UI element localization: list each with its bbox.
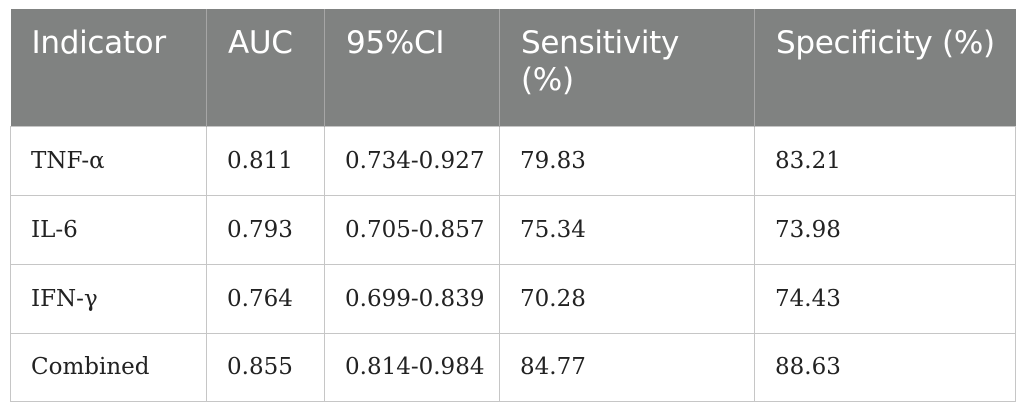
table-row: IL-6 0.793 0.705-0.857 75.34 73.98	[10, 194, 1016, 265]
cell-indicator: IL-6	[10, 194, 207, 265]
cell-95ci: 0.734-0.927	[324, 125, 500, 196]
table-body: TNF-α 0.811 0.734-0.927 79.83 83.21 IL-6…	[10, 125, 1016, 402]
table-row: Combined 0.855 0.814-0.984 84.77 88.63	[10, 332, 1016, 402]
header-indicator: Indicator	[10, 9, 207, 126]
cell-95ci: 0.705-0.857	[324, 194, 500, 265]
header-95ci: 95%CI	[324, 9, 500, 126]
table-row: TNF-α 0.811 0.734-0.927 79.83 83.21	[10, 125, 1016, 196]
header-auc: AUC	[206, 9, 325, 126]
table-header: Indicator AUC 95%CI Sensitivity (%) Spec…	[10, 9, 1016, 126]
cell-sensitivity: 70.28	[499, 263, 755, 334]
cell-specificity: 73.98	[754, 194, 1016, 265]
cell-auc: 0.811	[206, 125, 325, 196]
cell-95ci: 0.699-0.839	[324, 263, 500, 334]
cell-indicator: IFN-γ	[10, 263, 207, 334]
cell-sensitivity: 75.34	[499, 194, 755, 265]
table-row: IFN-γ 0.764 0.699-0.839 70.28 74.43	[10, 263, 1016, 334]
cell-specificity: 74.43	[754, 263, 1016, 334]
header-sensitivity: Sensitivity (%)	[499, 9, 755, 126]
header-row: Indicator AUC 95%CI Sensitivity (%) Spec…	[10, 9, 1016, 126]
data-table-container: Indicator AUC 95%CI Sensitivity (%) Spec…	[10, 9, 1016, 402]
header-specificity: Specificity (%)	[754, 9, 1016, 126]
cell-indicator: Combined	[10, 332, 207, 402]
cell-sensitivity: 79.83	[499, 125, 755, 196]
cell-specificity: 88.63	[754, 332, 1016, 402]
cell-95ci: 0.814-0.984	[324, 332, 500, 402]
cell-auc: 0.855	[206, 332, 325, 402]
diagnostic-performance-table: Indicator AUC 95%CI Sensitivity (%) Spec…	[10, 9, 1016, 402]
cell-specificity: 83.21	[754, 125, 1016, 196]
cell-sensitivity: 84.77	[499, 332, 755, 402]
cell-indicator: TNF-α	[10, 125, 207, 196]
cell-auc: 0.793	[206, 194, 325, 265]
cell-auc: 0.764	[206, 263, 325, 334]
